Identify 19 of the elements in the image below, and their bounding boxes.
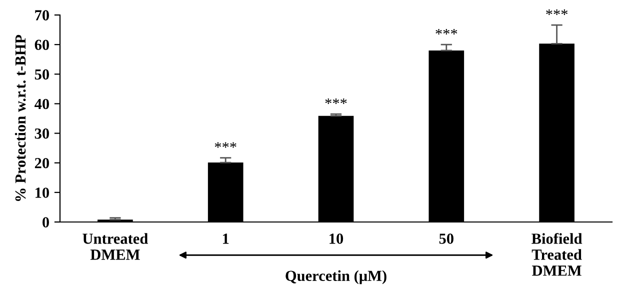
- annotation: ***: [436, 28, 458, 35]
- annotation: ***: [214, 142, 236, 148]
- y-tick-label: 10: [36, 188, 49, 198]
- y-tick-label: 30: [34, 128, 49, 139]
- y-tick-label: 50: [34, 69, 49, 80]
- x-axis-title: Quercetin (μM): [286, 270, 386, 284]
- y-tick-label: 70: [35, 10, 49, 20]
- y-tick-label: 40: [34, 98, 49, 110]
- y-tick-label: 20: [34, 158, 49, 168]
- x-tick-label: Untreated DMEM: [82, 233, 148, 260]
- x-tick-label: Biofield Treated DMEM: [532, 232, 582, 276]
- x-tick-label: 10: [330, 234, 344, 244]
- annotation: ***: [546, 9, 568, 16]
- y-axis-title: % Protection w.r.t. t-BHP: [14, 34, 26, 201]
- y-tick-label: 60: [34, 40, 49, 50]
- x-tick-label: 1: [223, 234, 229, 244]
- x-tick-label: 50: [439, 234, 454, 244]
- annotation: ***: [325, 98, 347, 104]
- y-tick-label: 0: [42, 217, 49, 228]
